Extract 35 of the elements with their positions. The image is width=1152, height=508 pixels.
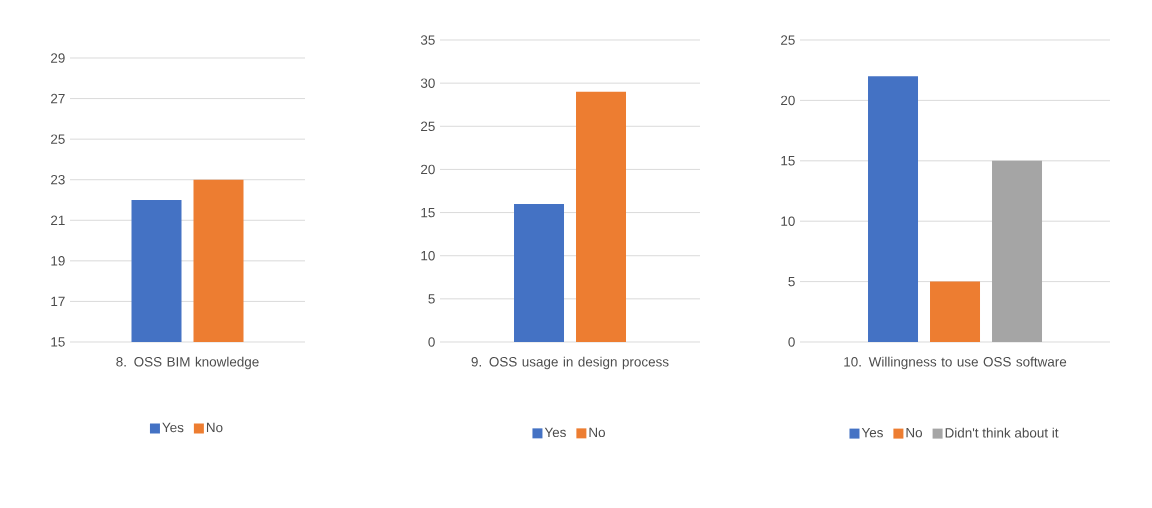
x-tick-label: 10. Willingness to use OSS software [844, 356, 1067, 370]
y-tick-label: 17 [51, 296, 65, 307]
y-tick-label: 30 [420, 78, 435, 88]
legend-label: Yes [544, 427, 566, 438]
y-tick-label: 0 [788, 337, 795, 347]
bar [868, 76, 919, 342]
legend-label: Yes [861, 427, 883, 438]
y-tick-label: 10 [781, 216, 795, 226]
y-tick-label: 20 [421, 164, 435, 175]
y-tick-label: 15 [51, 337, 65, 347]
y-tick-label: 35 [420, 35, 435, 45]
y-tick-label: 0 [428, 337, 435, 347]
y-tick-label: 23 [51, 174, 65, 185]
legend-label: No [906, 427, 923, 438]
y-tick-label: 21 [51, 215, 65, 225]
y-tick-label: 15 [781, 156, 795, 166]
y-tick-label: 27 [51, 93, 65, 104]
y-tick-label: 25 [781, 35, 795, 45]
legend-label: No [206, 422, 223, 433]
legend-label: No [589, 427, 606, 438]
y-tick-label: 15 [421, 207, 435, 218]
y-tick-label: 5 [428, 294, 435, 304]
y-tick-label: 19 [51, 256, 65, 266]
x-tick-label: 8. OSS BIM knowledge [116, 356, 259, 370]
y-tick-label: 25 [51, 134, 65, 144]
y-tick-label: 10 [421, 250, 435, 261]
legend-label: Didn't think about it [945, 427, 1059, 438]
x-tick-label: 9. OSS usage in design process [471, 356, 669, 370]
bar [930, 281, 981, 342]
bar [992, 160, 1043, 342]
y-tick-label: 20 [781, 95, 795, 106]
y-tick-label: 29 [51, 53, 65, 63]
legend-label: Yes [162, 422, 184, 433]
y-tick-label: 25 [421, 121, 435, 132]
y-tick-label: 5 [788, 276, 795, 287]
